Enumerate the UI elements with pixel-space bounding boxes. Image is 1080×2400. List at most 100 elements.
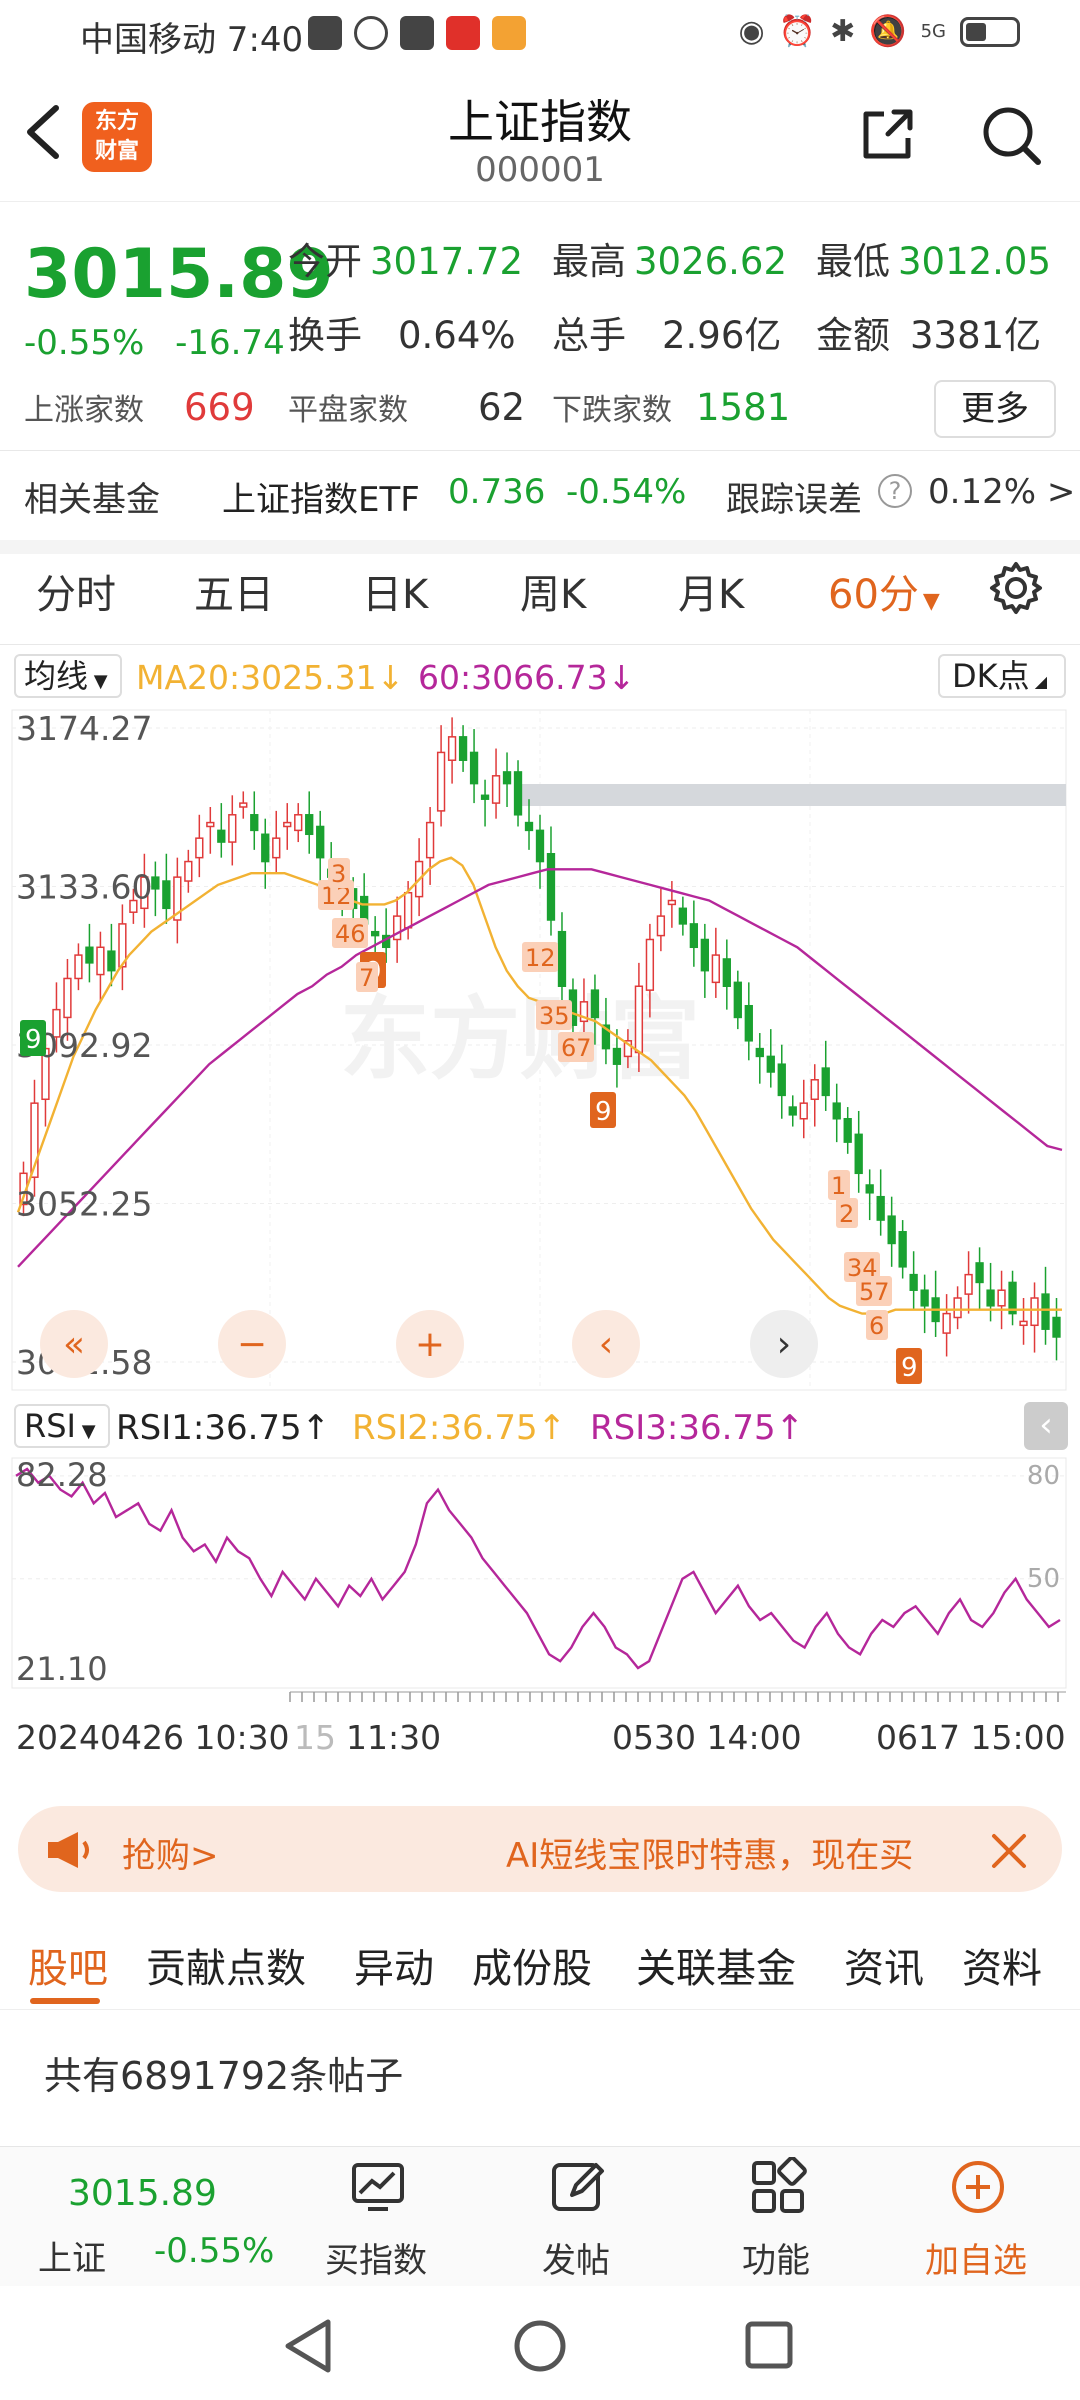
candle-body [85,946,94,964]
back-button[interactable] [20,102,64,178]
fund-label: 相关基金 [24,480,160,520]
candle-body [876,1195,885,1221]
corner-icon: ◢ [1029,672,1048,691]
tab-news[interactable]: 资讯 [844,1946,924,1992]
rsi-legend: RSI ▼ RSI1:36.75↑ RSI2:36.75↑ RSI3:36.75… [0,1402,1080,1452]
zoom-control-button [396,1310,464,1378]
candle-body [546,853,556,921]
search-icon[interactable] [978,102,1044,168]
turnover-value: 0.64% [398,314,516,357]
time-axis: 20240426 10:30 15 11:30 0530 14:00 0617 … [0,1718,1080,1768]
candle-body [480,794,490,800]
rsi-chart: 82.28 21.10 80 50 [11,1456,1067,1702]
candle-body [1041,1293,1050,1330]
rsi-axis-label: 21.10 [16,1650,108,1688]
candlestick-chart[interactable]: 东方财富3174.273133.603092.923052.253011.589… [0,700,1080,1400]
nav-recents-icon[interactable] [744,2320,800,2372]
count-marker-label: 1 [831,1172,846,1200]
functions-button[interactable]: 功能 [676,2147,876,2287]
candle-body [151,876,160,890]
zoom-control-icon: « [63,1324,85,1365]
alarm-icon: ⏰ [778,14,817,49]
nav-home-icon[interactable] [512,2318,568,2374]
promo-banner[interactable]: 抢购> AI短线宝限时特惠，现在买 [18,1806,1062,1892]
zoom-control-button [218,1310,286,1378]
candle-body [535,829,545,863]
tab-intraday[interactable]: 分时 [36,572,116,618]
rsi2-text: RSI2:36.75 [352,1408,538,1448]
candle-body [118,923,127,968]
tab-contribution[interactable]: 贡献点数 [146,1946,306,1992]
indicator-select-label: 均线 [24,657,89,695]
add-watchlist-button[interactable]: 加自选 [876,2147,1076,2287]
up-label: 上涨家数 [24,393,144,428]
fund-price: 0.736 [448,472,546,512]
candle-body [272,837,281,859]
tab-constituents[interactable]: 成份股 [472,1946,592,1992]
candle-body [283,821,292,828]
candle-body [425,821,435,859]
ma20-arrow: ↓ [376,658,405,697]
rsi2-arrow: ↑ [537,1408,567,1448]
count-marker [356,962,378,992]
candle-body [645,938,655,991]
fund-pct: -0.54% [566,472,687,512]
signal-icon: 5G [920,21,946,42]
candle-body [920,1289,929,1307]
track-value: 0.12% > [928,472,1076,512]
nine-turn-marker [20,1020,46,1056]
index-summary[interactable]: 3015.89 上证 -0.55% [24,2147,284,2287]
buy-index-button[interactable]: 买指数 [276,2147,476,2287]
candle-body [810,1079,819,1101]
tab-weekly-k[interactable]: 周K [520,572,587,618]
tab-profile[interactable]: 资料 [962,1946,1042,1992]
tab-related-funds[interactable]: 关联基金 [636,1946,796,1992]
count-marker [328,858,350,888]
candle-body [975,1262,984,1284]
rsi-select[interactable]: RSI ▼ [14,1404,110,1448]
system-icons: ◉ ⏰ ✱ 🔕 5G [739,14,1020,49]
help-icon[interactable]: ? [878,474,912,508]
share-icon[interactable] [858,104,918,164]
tab-anomaly[interactable]: 异动 [354,1946,434,1992]
candle-body [887,1215,896,1245]
app-logo: 东方 财富 [82,102,152,172]
nav-back-icon[interactable] [282,2318,334,2374]
candle-body [1008,1281,1017,1315]
post-button[interactable]: 发帖 [476,2147,676,2287]
candle-body [261,833,270,863]
low-value: 3012.05 [898,240,1052,283]
tab-daily-k[interactable]: 日K [362,572,429,618]
candle-body [173,876,182,921]
candle-body [898,1231,907,1268]
rsi-right-label: 50 [1027,1564,1060,1594]
tab-monthly-k[interactable]: 月K [678,572,745,618]
flat-value: 62 [478,386,526,429]
price-change: -0.55% -16.74 [24,323,285,363]
up-value: 669 [184,386,255,429]
collapse-side-button[interactable]: ‹ [1024,1402,1068,1450]
close-icon[interactable] [990,1832,1028,1870]
indicator-select[interactable]: 均线 ▼ [14,654,122,698]
count-marker-label: 6 [869,1312,884,1340]
dk-point-toggle[interactable]: DK点 ◢ [938,654,1066,698]
related-fund-row[interactable]: 相关基金 上证指数ETF 0.736 -0.54% 跟踪误差 ? 0.12% > [0,462,1080,532]
edit-icon [552,2163,604,2211]
gear-icon[interactable] [988,560,1044,616]
zoom-control-icon: − [237,1324,267,1365]
candle-body [986,1289,995,1307]
candle-body [821,1067,830,1097]
more-button[interactable]: 更多 [934,380,1056,438]
tab-60min[interactable]: 60分 ▼ [828,562,940,620]
tab-guba[interactable]: 股吧 [28,1946,108,1992]
count-marker-label: 46 [335,920,366,948]
candle-body [909,1273,918,1291]
candle-body [502,771,512,785]
candle-body [403,891,413,929]
ma60-line [17,868,1063,1268]
candle-body [239,802,248,808]
tab-5day[interactable]: 五日 [194,572,274,618]
nine-turn-label: 9 [595,1097,612,1127]
nine-turn-label: 9 [25,1025,42,1055]
zoom-control-icon: + [415,1324,445,1365]
